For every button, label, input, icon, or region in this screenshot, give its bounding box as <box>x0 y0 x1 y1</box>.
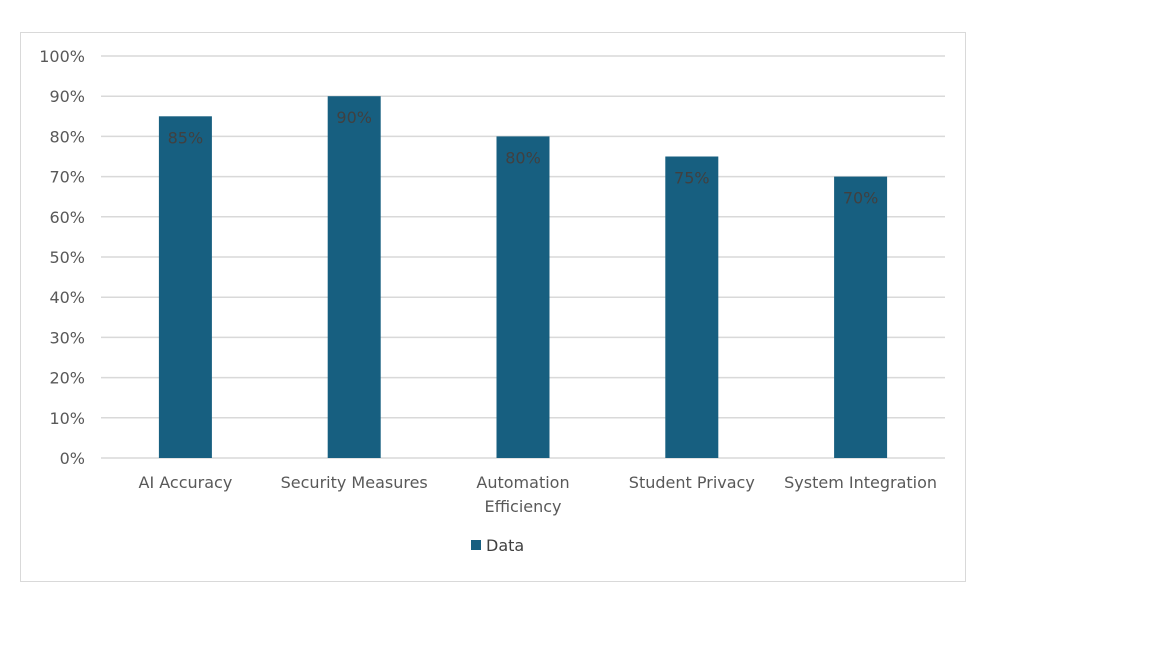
bar <box>327 96 381 458</box>
x-axis-categories: AI Accuracy Security Measures Automation Ef… <box>139 473 938 516</box>
y-tick-label: 10% <box>49 409 85 428</box>
bar <box>158 116 212 459</box>
y-tick-label: 80% <box>49 127 85 146</box>
bar <box>496 136 550 458</box>
x-category-label: Efficiency <box>484 497 561 516</box>
y-tick-label: 90% <box>49 87 85 106</box>
y-tick-label: 60% <box>49 208 85 227</box>
x-category-label: Security Measures <box>281 473 428 492</box>
legend: Data <box>471 536 524 555</box>
bar <box>665 156 719 458</box>
y-tick-label: 30% <box>49 328 85 347</box>
legend-label: Data <box>486 536 524 555</box>
legend-swatch <box>471 540 481 550</box>
x-category-label: Automation <box>476 473 569 492</box>
data-labels: 85% 90% 80% 75% 70% <box>168 108 879 207</box>
y-tick-label: 100% <box>39 47 85 66</box>
bar-chart: 0% 10% 20% 30% 40% 50% 60% 70% 80% 90% 100% 85% 90%… <box>39 47 945 555</box>
data-label: 80% <box>505 148 541 167</box>
y-tick-label: 20% <box>49 369 85 388</box>
y-tick-label: 50% <box>49 248 85 267</box>
x-category-label: System Integration <box>784 473 937 492</box>
bars <box>158 96 888 459</box>
chart-frame: 0% 10% 20% 30% 40% 50% 60% 70% 80% 90% 100% 85% 90%… <box>20 32 966 582</box>
y-tick-label: 0% <box>60 449 85 468</box>
data-label: 90% <box>336 108 372 127</box>
data-label: 85% <box>168 128 204 147</box>
y-tick-label: 70% <box>49 168 85 187</box>
x-category-label: Student Privacy <box>629 473 755 492</box>
y-tick-label: 40% <box>49 288 85 307</box>
data-label: 70% <box>843 189 879 208</box>
data-label: 75% <box>674 169 710 188</box>
y-axis-ticks: 0% 10% 20% 30% 40% 50% 60% 70% 80% 90% 100% <box>39 47 85 468</box>
bar <box>834 176 888 458</box>
x-category-label: AI Accuracy <box>139 473 233 492</box>
